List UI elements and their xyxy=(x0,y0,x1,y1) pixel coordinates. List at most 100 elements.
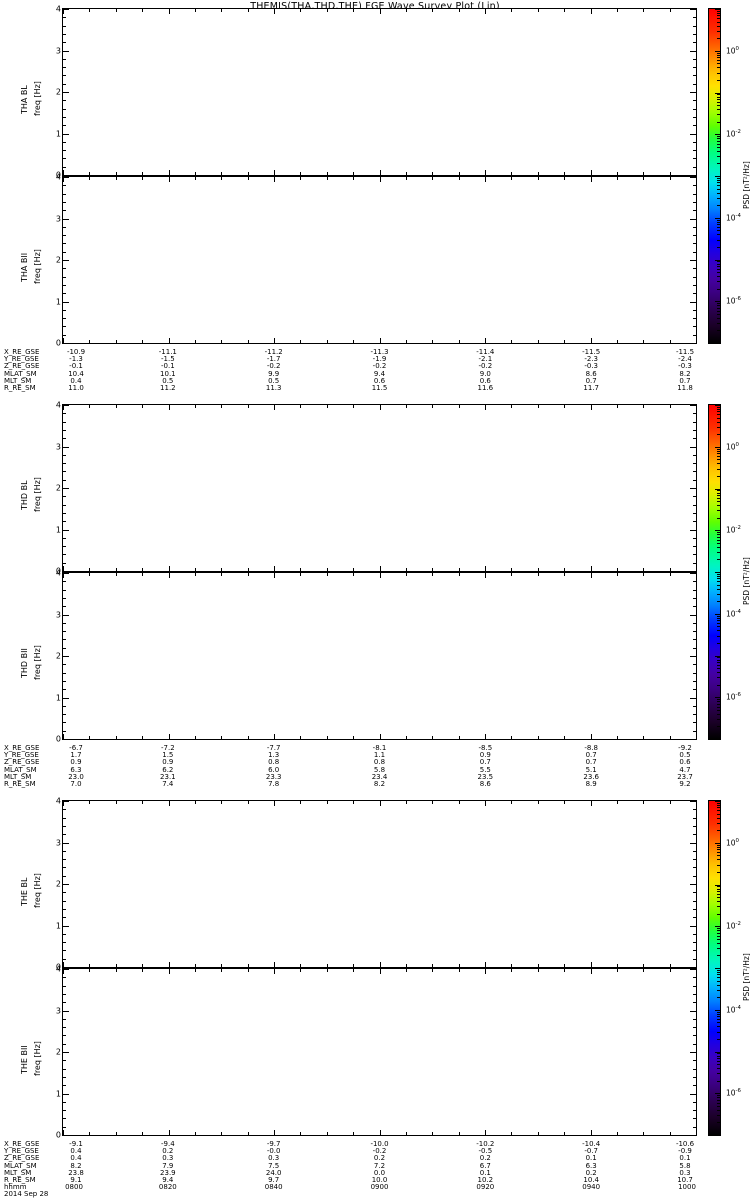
x-tick[interactable] xyxy=(300,573,301,576)
x-tick[interactable] xyxy=(459,736,460,739)
x-tick[interactable] xyxy=(643,177,644,180)
colorbar-tick[interactable] xyxy=(717,810,720,811)
x-tick[interactable] xyxy=(591,801,592,806)
x-tick[interactable] xyxy=(432,969,433,972)
ephemeris-value[interactable]: -0.2 xyxy=(266,362,281,371)
x-tick[interactable] xyxy=(300,172,301,175)
y-tick[interactable] xyxy=(690,9,696,10)
x-tick[interactable] xyxy=(63,969,64,974)
y-tick[interactable] xyxy=(63,994,66,995)
x-tick[interactable] xyxy=(195,1132,196,1135)
colorbar-tick[interactable] xyxy=(717,620,720,621)
x-tick[interactable] xyxy=(353,568,354,571)
ephemeris-value[interactable]: -0.7 xyxy=(584,1147,598,1156)
y-tick[interactable] xyxy=(693,318,696,319)
y-tick[interactable] xyxy=(693,959,696,960)
y-tick[interactable] xyxy=(63,1069,66,1070)
panel-label-the-bii[interactable]: THE BII xyxy=(20,1045,29,1074)
colorbar-tick[interactable] xyxy=(717,422,720,423)
colorbar-tick[interactable] xyxy=(717,180,720,181)
ephemeris-value[interactable]: -0.0 xyxy=(266,1147,281,1156)
colorbar-tick[interactable] xyxy=(717,623,720,624)
colorbar-tick[interactable] xyxy=(715,260,720,261)
x-tick[interactable] xyxy=(696,962,697,967)
x-tick[interactable] xyxy=(670,736,671,739)
ephemeris-value[interactable]: -7.7 xyxy=(266,744,281,752)
y-tick[interactable] xyxy=(63,598,66,599)
y-tick[interactable] xyxy=(690,656,696,657)
colorbar-tick[interactable] xyxy=(715,572,720,573)
x-tick[interactable] xyxy=(564,568,565,571)
time-tick-label[interactable]: 0920 xyxy=(476,1183,495,1192)
x-tick[interactable] xyxy=(327,964,328,967)
x-tick[interactable] xyxy=(169,969,170,974)
x-tick[interactable] xyxy=(617,568,618,571)
y-tick[interactable] xyxy=(693,648,696,649)
x-tick[interactable] xyxy=(670,340,671,343)
x-tick[interactable] xyxy=(459,969,460,972)
y-tick[interactable] xyxy=(63,277,66,278)
ephemeris-value[interactable]: -10.2 xyxy=(476,1140,495,1148)
y-tick-label[interactable]: 0 xyxy=(55,734,61,744)
ephemeris-value[interactable]: 23.7 xyxy=(677,772,693,781)
x-tick[interactable] xyxy=(459,177,460,180)
colorbar-tick[interactable] xyxy=(717,534,720,535)
colorbar-tick[interactable] xyxy=(717,872,720,873)
colorbar-tick[interactable] xyxy=(717,453,720,454)
x-tick[interactable] xyxy=(380,9,381,14)
colorbar-tick[interactable] xyxy=(717,456,720,457)
y-tick[interactable] xyxy=(690,177,696,178)
y-tick[interactable] xyxy=(63,673,66,674)
colorbar-tick-label[interactable]: 10-2 xyxy=(726,129,741,139)
colorbar-tick[interactable] xyxy=(717,314,720,315)
x-tick[interactable] xyxy=(274,9,275,14)
y-tick[interactable] xyxy=(63,1019,66,1020)
colorbar-tick-label[interactable]: 100 xyxy=(726,45,739,56)
colorbar-tick[interactable] xyxy=(715,1135,720,1136)
y-tick[interactable] xyxy=(63,867,66,868)
x-tick[interactable] xyxy=(459,340,460,343)
colorbar-tick[interactable] xyxy=(717,704,720,705)
x-tick[interactable] xyxy=(591,177,592,182)
y-tick[interactable] xyxy=(63,969,69,970)
y-tick[interactable] xyxy=(693,986,696,987)
x-tick[interactable] xyxy=(564,172,565,175)
x-tick[interactable] xyxy=(353,801,354,804)
y-tick[interactable] xyxy=(690,571,696,572)
y-tick[interactable] xyxy=(693,631,696,632)
x-tick[interactable] xyxy=(89,9,90,12)
colorbar-tick[interactable] xyxy=(717,1097,720,1098)
y-tick[interactable] xyxy=(690,1011,696,1012)
colorbar-tick[interactable] xyxy=(717,495,720,496)
colorbar-tick[interactable] xyxy=(717,1061,720,1062)
colorbar-tick[interactable] xyxy=(717,266,720,267)
y-tick[interactable] xyxy=(63,606,66,607)
ephemeris-row-label[interactable]: X_RE_GSE xyxy=(4,744,40,752)
x-tick[interactable] xyxy=(617,177,618,180)
y-tick[interactable] xyxy=(63,260,69,261)
colorbar-tick[interactable] xyxy=(717,26,720,27)
y-tick[interactable] xyxy=(63,884,69,885)
x-tick[interactable] xyxy=(591,170,592,175)
x-tick[interactable] xyxy=(274,734,275,739)
y-tick-label[interactable]: 0 xyxy=(55,1130,61,1140)
ephemeris-value[interactable]: -9.7 xyxy=(266,1140,281,1148)
x-tick[interactable] xyxy=(406,340,407,343)
y-tick[interactable] xyxy=(63,843,69,844)
colorbar-tick[interactable] xyxy=(717,1039,720,1040)
ephemeris-value[interactable]: 0.9 xyxy=(70,758,82,767)
colorbar-the[interactable] xyxy=(708,800,721,1136)
x-tick[interactable] xyxy=(142,964,143,967)
colorbar-tick[interactable] xyxy=(717,178,720,179)
x-tick[interactable] xyxy=(248,736,249,739)
y-tick[interactable] xyxy=(63,967,69,968)
y-tick[interactable] xyxy=(63,623,66,624)
colorbar-tick[interactable] xyxy=(717,814,720,815)
y-tick[interactable] xyxy=(693,581,696,582)
y-tick[interactable] xyxy=(63,530,69,531)
x-tick[interactable] xyxy=(89,568,90,571)
y-tick[interactable] xyxy=(63,59,66,60)
panel-label-tha-bl[interactable]: THA BL xyxy=(20,85,29,114)
y-tick[interactable] xyxy=(63,1127,66,1128)
y-tick[interactable] xyxy=(63,109,66,110)
